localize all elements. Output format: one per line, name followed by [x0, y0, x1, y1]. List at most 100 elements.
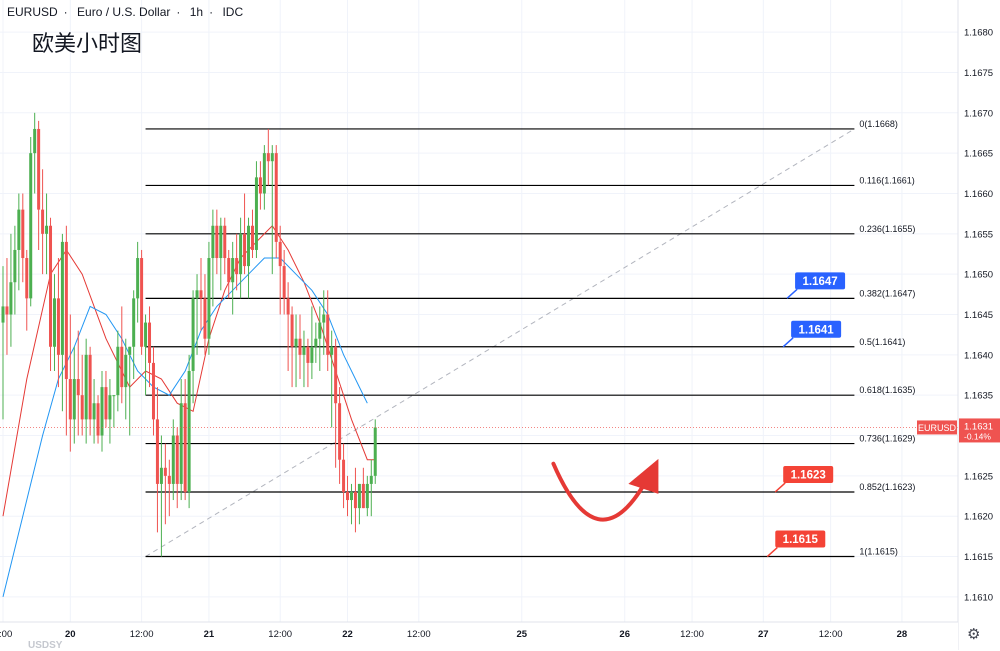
candle-bearish	[183, 403, 187, 492]
candle-bearish	[199, 290, 203, 299]
header-dot: ·	[176, 5, 181, 19]
fib-trend-line	[145, 128, 855, 557]
candle-bullish	[318, 322, 322, 339]
price-callout-box[interactable]	[791, 320, 842, 338]
candle-bearish	[104, 387, 108, 420]
candle-bearish	[306, 346, 310, 363]
gear-icon[interactable]: ⚙	[967, 626, 981, 643]
data-source-label: IDC	[222, 5, 244, 19]
candle-bearish	[175, 435, 179, 484]
interval-label[interactable]: 1h	[189, 5, 204, 19]
price-callout-box[interactable]	[795, 272, 846, 290]
candle-bearish	[140, 258, 144, 347]
price-callout-label[interactable]: 1.1647	[802, 276, 837, 288]
callout-pointer	[782, 337, 794, 348]
fibonacci-retracement[interactable]: 0(1.1668) 0.116(1.1661) 0.236(1.1655) 0.382…	[145, 119, 916, 558]
candle-bullish	[349, 491, 353, 501]
candle-bearish	[21, 209, 25, 259]
price-callout-label[interactable]: 1.1615	[783, 534, 819, 546]
symbol-tag[interactable]	[917, 420, 957, 435]
fib-level-label: 1(1.1615)	[859, 547, 898, 557]
candle-bullish	[33, 128, 37, 154]
curved-arrow	[551, 461, 647, 522]
candle-bullish	[357, 483, 361, 509]
candle-bearish	[227, 258, 231, 283]
candle-bullish	[92, 403, 96, 420]
price-tick-label: 1.1635	[964, 391, 993, 402]
candle-bearish	[361, 483, 365, 509]
price-callout-label[interactable]: 1.1623	[791, 469, 826, 481]
candle-bullish	[136, 258, 140, 299]
candle-bearish	[155, 419, 159, 484]
price-callout-box[interactable]	[775, 530, 826, 548]
fib-level-label: 0.382(1.1647)	[859, 288, 915, 298]
candle-bullish	[45, 225, 49, 234]
candle-bullish	[310, 346, 314, 363]
candle-bullish	[179, 403, 183, 484]
candle-bullish	[144, 322, 148, 347]
candle-bullish	[171, 435, 175, 484]
candle-bullish	[195, 290, 199, 299]
time-tick-label: 22	[342, 629, 353, 640]
price-tick-label: 1.1615	[964, 552, 993, 563]
candle-bearish	[5, 306, 9, 315]
time-tick-label: 27	[758, 629, 769, 640]
candle-bullish	[84, 354, 88, 420]
fib-level-label: 0.618(1.1635)	[859, 385, 915, 395]
chart-note-title: 欧美小时图	[32, 32, 143, 57]
candle-bearish	[120, 346, 124, 388]
candle-bearish	[25, 258, 29, 299]
candle-bullish	[159, 467, 163, 484]
candle-bearish	[64, 241, 68, 380]
price-tick-label: 1.1660	[964, 189, 993, 200]
price-callout-label[interactable]: 1.1641	[799, 324, 835, 336]
price-tick-label: 1.1620	[964, 512, 993, 523]
candle-bullish	[29, 153, 33, 299]
time-tick-label: 26	[619, 629, 630, 640]
current-price-badge[interactable]	[959, 418, 1000, 443]
price-axis[interactable]: 1.1680 1.1675 1.1670 1.1665 1.1660 1.1655 1.16…	[957, 0, 1000, 650]
time-tick-label: 12:00	[680, 629, 704, 640]
candle-bearish	[250, 225, 254, 250]
candle-bullish	[100, 387, 104, 436]
candle-bearish	[37, 128, 41, 210]
candle-bullish	[132, 298, 136, 347]
candle-bearish	[148, 322, 152, 363]
time-tick-label: 20	[65, 629, 76, 640]
time-tick-label: 28	[897, 629, 908, 640]
candle-bullish	[116, 346, 120, 396]
time-tick-label: 12:00	[130, 629, 154, 640]
candle-bearish	[334, 346, 338, 404]
price-tick-label: 1.1665	[964, 149, 993, 160]
candle-bearish	[266, 153, 270, 162]
fib-level-label: 0(1.1668)	[859, 119, 898, 129]
price-tick-label: 1.1675	[964, 68, 993, 79]
annotations[interactable]: 1.1647 1.1641 1.1623 1.1615 EURUSD	[0, 272, 958, 558]
candle-bearish	[346, 491, 350, 501]
symbol-label[interactable]: EURUSD	[7, 5, 58, 19]
candle-bullish	[322, 314, 326, 323]
candle-bullish	[294, 338, 298, 347]
candle-bearish	[56, 298, 60, 355]
price-axis-bg	[958, 0, 1000, 650]
candle-bullish	[13, 249, 17, 283]
candle-bullish	[191, 298, 195, 371]
candle-bearish	[290, 314, 294, 347]
candle-bearish	[215, 225, 219, 259]
candle-bullish	[239, 233, 243, 275]
instrument-name: Euro / U.S. Dollar	[77, 5, 171, 19]
candle-bullish	[247, 225, 251, 267]
fib-level-label: 0.236(1.1655)	[859, 224, 915, 234]
candle-bullish	[60, 241, 64, 355]
candle-bullish	[1, 306, 5, 323]
fib-level-label: 0.852(1.1623)	[859, 482, 915, 492]
price-callout-box[interactable]	[783, 465, 834, 483]
fib-level-label: 0.5(1.1641)	[859, 337, 905, 347]
time-axis[interactable]: 2:00 20 12:00 21 12:00 22 12:00 25 26 12:00 27 12:0…	[0, 621, 958, 650]
candle-bearish	[41, 209, 45, 234]
candle-bullish	[231, 258, 235, 283]
candle-bullish	[187, 370, 191, 492]
candle-bearish	[76, 379, 80, 396]
current-price-value: 1.1631	[964, 421, 993, 432]
